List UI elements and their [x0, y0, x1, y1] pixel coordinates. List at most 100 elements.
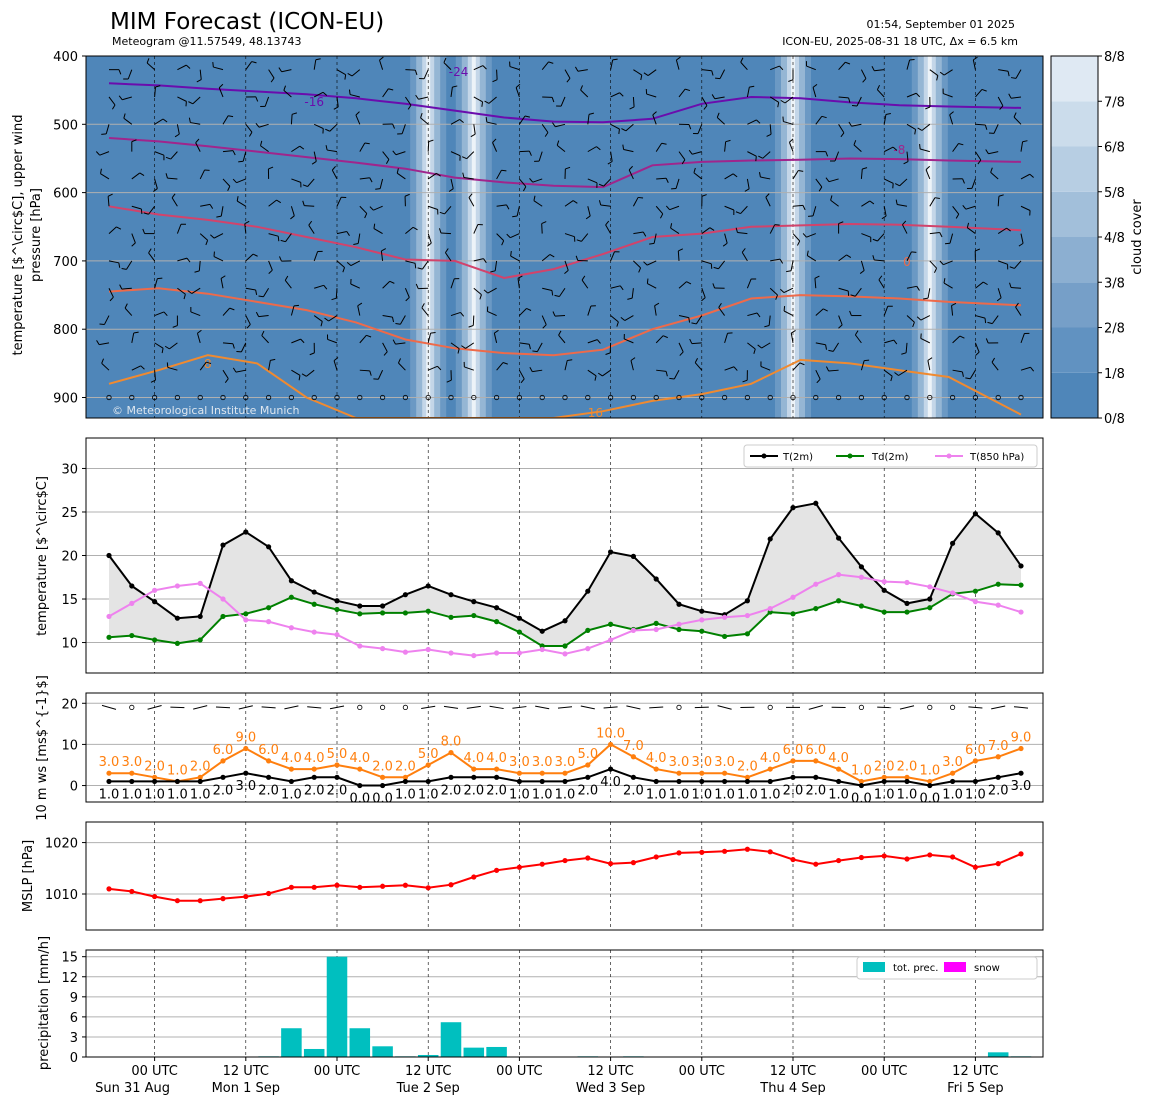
wind-barb-calm	[243, 394, 249, 401]
wind-barb	[496, 204, 507, 207]
surface-barb-calm	[379, 704, 386, 710]
temperature-series-point	[1018, 609, 1024, 615]
wind-barb	[783, 287, 794, 294]
wind-barb	[336, 231, 347, 235]
wind-barb-flag	[331, 297, 337, 301]
wind-barb-flag	[260, 140, 263, 146]
temperature-series-point	[722, 633, 728, 640]
wind-barb-flag	[757, 344, 762, 349]
wind-barb-flag	[171, 193, 176, 199]
time-tick-label: 00 UTC	[679, 1064, 725, 1079]
wind-barb-flag	[670, 223, 673, 229]
wind-barb-flag	[1010, 77, 1017, 79]
wind-barb	[564, 69, 571, 79]
wind-barb	[587, 339, 598, 344]
wind-barb-flag	[777, 102, 780, 108]
wind-barb	[929, 197, 936, 207]
surface-barb-calm	[767, 704, 773, 710]
wind-barb	[313, 151, 317, 162]
colorbar-segment	[1051, 101, 1098, 147]
wind-barb	[176, 124, 180, 135]
wind-barb	[587, 305, 592, 316]
gust-value-label: 7.0	[988, 739, 1009, 754]
wind-barb	[218, 87, 224, 98]
mean-wind-value-label: 2.0	[258, 783, 279, 798]
wind-barb-flag	[278, 67, 283, 73]
wind-barb	[260, 145, 269, 153]
wind-barb-flag	[825, 366, 830, 372]
mean-wind-series-point	[767, 778, 773, 785]
wind-barb-calm	[767, 394, 773, 401]
mslp-series-point	[904, 856, 910, 862]
wind-barb-flag	[369, 177, 373, 183]
wind-barb	[313, 251, 319, 262]
wind-barb-flag	[366, 334, 372, 338]
mslp-series-point	[288, 884, 294, 890]
wind-barb	[473, 258, 484, 262]
temperature-series-point	[448, 614, 454, 620]
wind-barb	[290, 305, 295, 316]
wind-barb	[724, 205, 735, 211]
wind-barb-flag	[991, 357, 996, 363]
wind-barb	[860, 168, 863, 179]
wind-barb-flag	[484, 100, 490, 104]
wind-barb-flag	[975, 248, 981, 252]
wind-barb	[898, 369, 908, 376]
temperature-series-point	[402, 649, 408, 655]
mslp-series-point	[402, 882, 408, 888]
mslp-series-point	[311, 884, 317, 890]
temperature-series-point	[197, 613, 203, 620]
wind-barb	[631, 288, 634, 299]
temperature-series-point	[311, 629, 317, 635]
y-tick-label: 10	[61, 738, 78, 753]
wind-barb-flag	[1018, 242, 1024, 247]
wind-barb	[245, 287, 256, 291]
wind-barb	[655, 335, 664, 344]
mslp-series-point	[129, 888, 135, 895]
temperature-series-point	[357, 603, 363, 609]
mean-wind-series-point	[950, 778, 956, 785]
wind-barb	[838, 61, 846, 70]
wind-barb-flag	[404, 193, 410, 197]
wind-barb	[105, 124, 110, 135]
wind-barb	[359, 369, 370, 372]
wind-barb-flag	[355, 111, 360, 116]
wind-barb-flag	[939, 260, 944, 265]
wind-ylabel: 10 m ws [ms$^{-1}$]	[35, 675, 50, 821]
y-tick-label: 15	[61, 951, 78, 966]
wind-barb-flag	[1009, 282, 1012, 288]
wind-barb	[920, 338, 931, 344]
wind-barb-flag	[195, 138, 200, 144]
mslp-series-point	[243, 893, 249, 900]
wind-barb	[897, 204, 908, 207]
wind-barb	[131, 205, 142, 210]
wind-barb-flag	[391, 317, 395, 323]
wind-barb-flag	[990, 167, 993, 173]
wind-barb-flag	[452, 85, 458, 88]
wind-barb	[603, 178, 611, 187]
wind-barb	[678, 342, 684, 353]
wind-barb-flag	[107, 193, 113, 197]
wind-barb	[336, 96, 339, 107]
surface-barb-calm	[676, 704, 682, 710]
mean-wind-series-point	[380, 782, 386, 789]
wind-barb	[906, 92, 917, 98]
wind-barb	[519, 342, 530, 345]
wind-barb	[222, 178, 231, 187]
temperature-series-point	[676, 601, 682, 607]
wind-barb-flag	[348, 89, 351, 95]
wind-barb-flag	[652, 111, 657, 116]
wind-barb-flag	[890, 376, 893, 382]
temperature-series-point	[927, 596, 933, 602]
chart-subtitle: Meteogram @11.57549, 48.13743	[112, 35, 302, 48]
wind-barb-flag	[681, 159, 686, 165]
wind-barb	[336, 260, 345, 268]
wind-barb-flag	[461, 345, 466, 349]
wind-barb	[577, 69, 588, 72]
wind-barb-flag	[210, 234, 215, 239]
wind-barb-flag	[186, 257, 191, 263]
wind-barb-calm	[585, 394, 591, 401]
surface-wind-barb	[603, 706, 618, 709]
wind-barb-flag	[854, 330, 859, 336]
wind-barb-calm	[881, 394, 887, 401]
